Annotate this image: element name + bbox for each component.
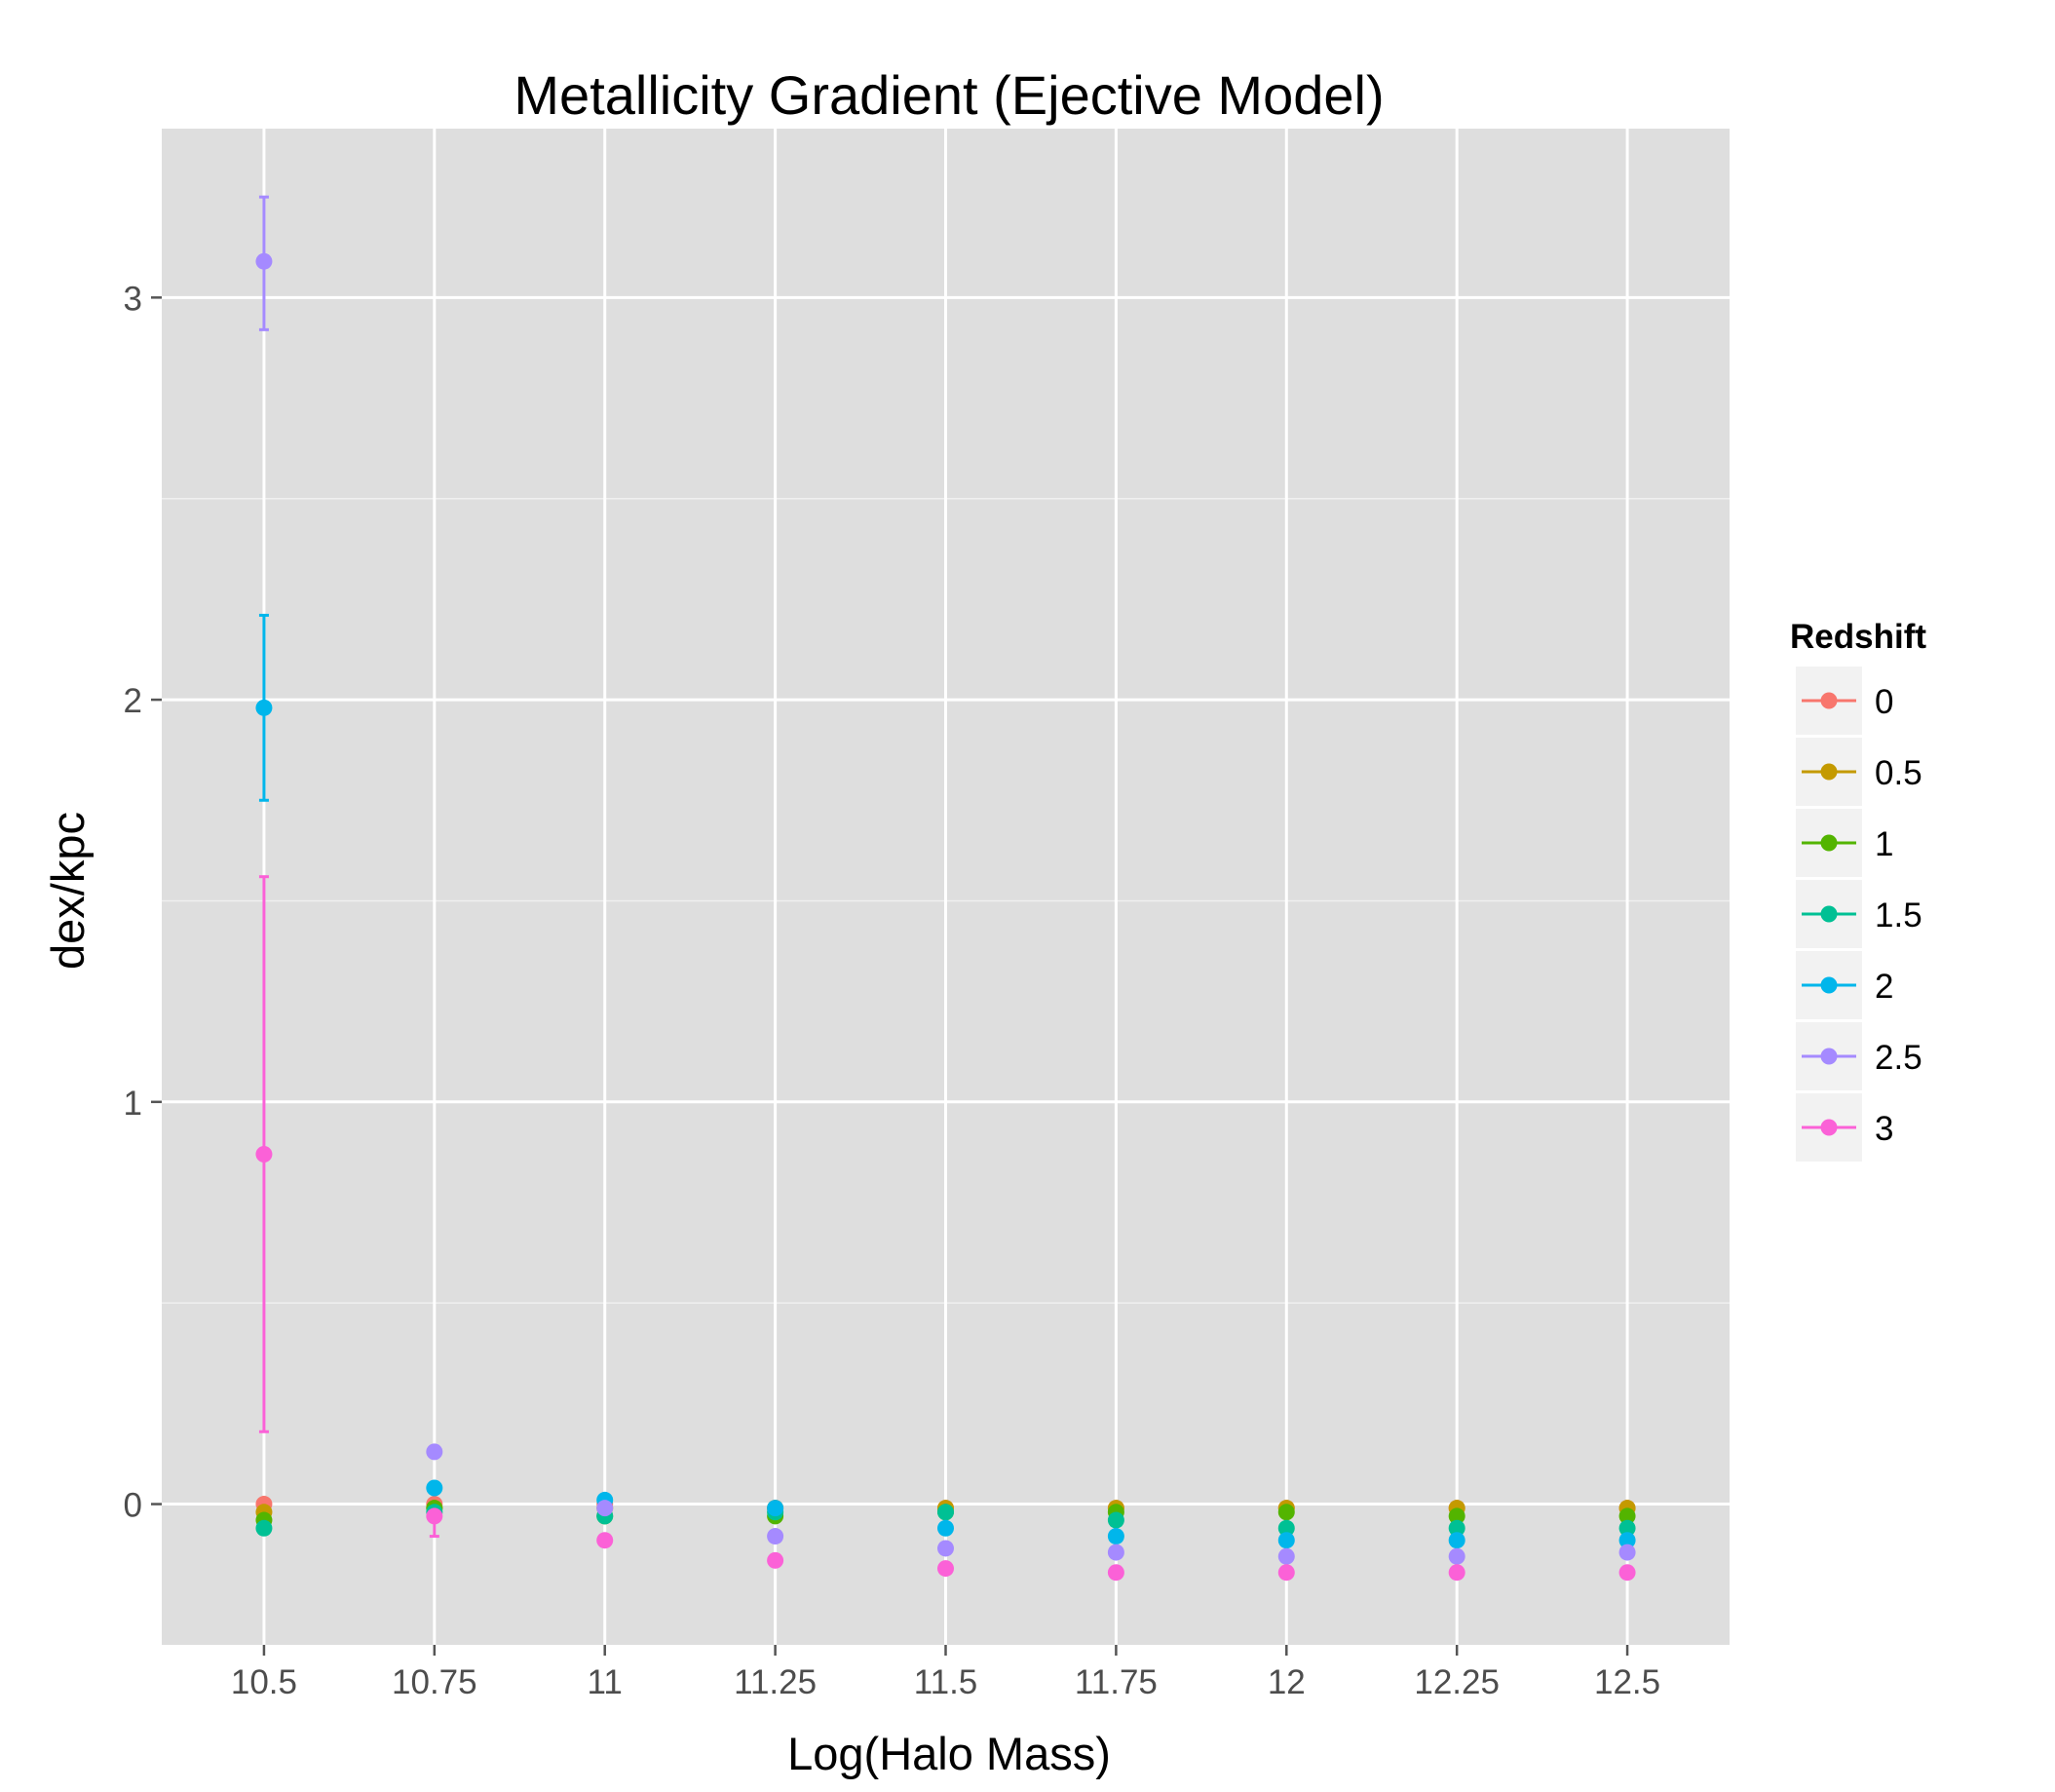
data-point (426, 1507, 443, 1525)
x-tick-label: 11.25 (734, 1663, 817, 1701)
chart-title: Metallicity Gradient (Ejective Model) (514, 64, 1384, 126)
legend-label: 0 (1875, 683, 1893, 721)
legend-item: 0.5 (1796, 738, 1922, 806)
data-points (255, 252, 1636, 1582)
data-point (937, 1519, 954, 1537)
legend-label: 1 (1875, 825, 1893, 863)
legend-title: Redshift (1790, 618, 1926, 656)
y-tick-label: 3 (124, 280, 142, 318)
legend-item: 3 (1796, 1093, 1893, 1162)
legend-label: 3 (1875, 1110, 1893, 1148)
legend-item: 1.5 (1796, 880, 1922, 948)
series-2.5 (255, 252, 1636, 1565)
data-point (1277, 1519, 1295, 1537)
legend-marker (1820, 763, 1838, 781)
data-point (1448, 1547, 1465, 1565)
x-tick-label: 11 (588, 1663, 623, 1701)
data-point (1277, 1504, 1295, 1521)
legend-label: 0.5 (1875, 754, 1922, 792)
data-point (1277, 1532, 1295, 1549)
x-tick-label: 11.5 (914, 1663, 978, 1701)
data-point (1618, 1507, 1636, 1525)
data-point (937, 1560, 954, 1578)
x-tick-label: 12 (1268, 1663, 1306, 1701)
grid-lines (162, 129, 1730, 1645)
data-point (255, 1519, 273, 1537)
data-point (1107, 1564, 1124, 1582)
legend-marker (1820, 1119, 1838, 1136)
data-point (767, 1528, 784, 1545)
y-tick-label: 0 (124, 1487, 142, 1525)
data-point (1107, 1511, 1124, 1529)
legend-label: 1.5 (1875, 896, 1922, 934)
legend: Redshift 0 0.5 1 1.5 2 2.5 3 (1790, 618, 1926, 1162)
legend-label: 2.5 (1875, 1039, 1922, 1077)
x-tick-label: 10.5 (231, 1663, 297, 1701)
data-point (1618, 1564, 1636, 1582)
data-point (1618, 1532, 1636, 1549)
x-tick-label: 10.75 (392, 1663, 477, 1701)
legend-label: 2 (1875, 968, 1893, 1006)
data-point (767, 1551, 784, 1569)
data-point (937, 1504, 954, 1521)
series-3 (255, 1145, 1636, 1582)
x-axis-title: Log(Halo Mass) (787, 1728, 1111, 1779)
data-point (1618, 1519, 1636, 1537)
data-point (255, 252, 273, 270)
x-tick-label: 12.25 (1414, 1663, 1500, 1701)
data-point (1277, 1564, 1295, 1582)
data-point (1107, 1544, 1124, 1561)
data-point (1448, 1532, 1465, 1549)
legend-item: 2.5 (1796, 1022, 1922, 1090)
legend-marker (1820, 905, 1838, 923)
y-axis-title: dex/kpc (42, 812, 94, 970)
x-tick-label: 12.5 (1594, 1663, 1660, 1701)
data-point (1448, 1519, 1465, 1537)
data-point (1107, 1528, 1124, 1545)
legend-marker (1820, 692, 1838, 709)
x-tick-label: 11.75 (1075, 1663, 1158, 1701)
data-point (937, 1540, 954, 1557)
y-tick-label: 1 (124, 1085, 142, 1123)
legend-item: 0 (1796, 667, 1893, 735)
data-point (255, 699, 273, 716)
data-point (255, 1145, 273, 1163)
legend-item: 1 (1796, 809, 1893, 877)
data-point (1277, 1547, 1295, 1565)
legend-item: 2 (1796, 951, 1893, 1019)
legend-marker (1820, 834, 1838, 852)
legend-marker (1820, 976, 1838, 994)
data-point (767, 1500, 784, 1517)
data-point (426, 1479, 443, 1497)
legend-marker (1820, 1048, 1838, 1065)
data-point (1448, 1507, 1465, 1525)
data-point (426, 1443, 443, 1461)
data-point (596, 1500, 614, 1517)
data-point (1448, 1564, 1465, 1582)
data-point (596, 1532, 614, 1549)
data-point (1618, 1544, 1636, 1561)
y-tick-label: 2 (124, 682, 142, 720)
